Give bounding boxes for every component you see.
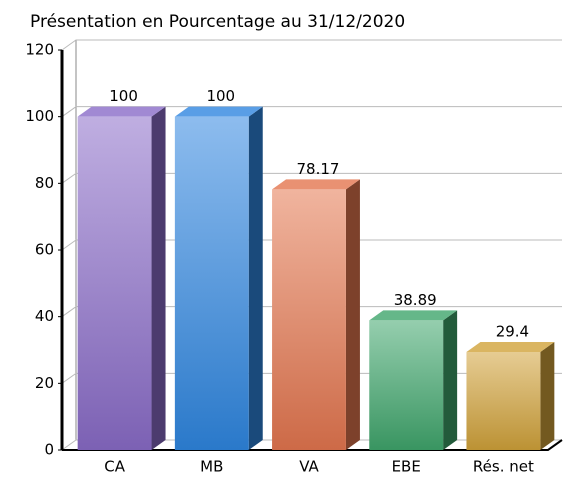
y-tick-label: 40 xyxy=(35,307,54,325)
grid-line xyxy=(61,306,562,318)
bar xyxy=(369,320,444,450)
value-label: 100 xyxy=(206,87,235,105)
bar-group xyxy=(466,342,555,450)
x-tick-label: CA xyxy=(104,458,125,476)
y-tick-label: 60 xyxy=(35,241,54,259)
bar-group xyxy=(272,179,360,450)
value-label: 100 xyxy=(109,87,138,105)
bar-group xyxy=(174,106,263,451)
bar-side xyxy=(540,342,555,450)
grid-line xyxy=(61,106,562,118)
x-tick-label: MB xyxy=(200,458,223,476)
y-tick-label: 100 xyxy=(25,107,54,125)
bar xyxy=(77,116,152,451)
grid-line xyxy=(61,239,562,251)
bar-group xyxy=(77,106,166,451)
bar-top xyxy=(466,342,555,352)
grid-line xyxy=(61,172,562,184)
bar-top xyxy=(174,106,263,117)
value-label: 29.4 xyxy=(496,323,529,341)
x-tick-label: Rés. net xyxy=(473,458,534,476)
value-label: 38.89 xyxy=(394,291,437,309)
value-label: 78.17 xyxy=(297,160,340,178)
bar-side xyxy=(345,179,360,450)
bar-group xyxy=(369,310,458,450)
bar-top xyxy=(272,179,360,190)
grid-line xyxy=(61,39,562,51)
y-tick-label: 120 xyxy=(25,41,54,59)
bar-top xyxy=(77,106,166,117)
bar-side xyxy=(151,106,166,451)
bar-top xyxy=(369,310,458,321)
chart-title: Présentation en Pourcentage au 31/12/202… xyxy=(30,12,405,32)
y-tick-label: 20 xyxy=(35,374,54,392)
bar-side xyxy=(248,106,263,451)
y-tick-label: 80 xyxy=(35,174,54,192)
bar xyxy=(174,116,249,451)
x-tick-label: VA xyxy=(299,458,319,476)
bar xyxy=(272,189,346,450)
x-tick-label: EBE xyxy=(392,458,421,476)
bar xyxy=(466,352,541,450)
bar-side xyxy=(443,310,458,450)
y-tick-label: 0 xyxy=(44,441,54,459)
